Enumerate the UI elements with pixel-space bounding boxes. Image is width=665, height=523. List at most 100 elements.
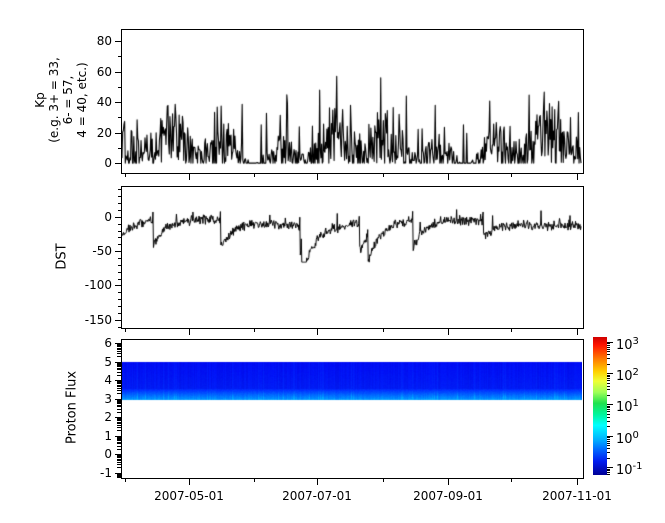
proton-y-minor-tick [117,345,121,346]
x-minor-tick [125,173,126,177]
proton-y-minor-tick [117,475,121,476]
colorbar-minor-tick [607,448,610,449]
proton-y-minor-tick [117,427,121,428]
proton-y-tick-label: 5 [104,355,112,369]
colorbar-minor-tick [607,375,610,376]
proton-y-minor-tick [117,457,121,458]
proton-y-minor-tick [117,423,121,424]
x-major-tick [317,328,318,335]
dst-y-minor-tick [118,279,121,280]
x-minor-tick [383,328,384,332]
x-axis-date-label: 2007-07-01 [282,489,352,503]
proton-y-minor-tick [117,418,121,419]
colorbar-minor-tick [607,474,610,475]
x-major-tick [448,478,449,485]
colorbar-exponent: 1 [632,398,639,409]
proton-y-minor-tick [117,368,121,369]
proton-y-tick-label: -1 [100,466,112,480]
proton-y-minor-tick [117,420,121,421]
dst-y-minor-tick [118,258,121,259]
proton-y-minor-tick [117,456,121,457]
kp-y-tick-label: 60 [96,65,112,79]
colorbar-minor-tick [607,347,610,348]
dst-y-major-tick [115,285,121,286]
kp-y-tick-label: 40 [96,95,112,109]
proton-y-minor-tick [117,400,121,401]
colorbar-minor-tick [607,345,610,346]
proton-y-minor-tick [117,405,121,406]
proton-y-minor-tick [117,442,121,443]
proton-y-minor-tick [117,467,121,468]
colorbar-major-tick [607,404,613,405]
colorbar-minor-tick [607,441,610,442]
proton-y-minor-tick [117,462,121,463]
kp-y-major-tick [115,72,121,73]
dst-y-minor-tick [118,203,121,204]
proton-y-minor-tick [117,476,121,477]
colorbar-minor-tick [607,458,610,459]
x-major-tick [448,173,449,180]
proton-y-minor-tick [117,369,121,370]
colorbar-minor-tick [607,349,610,350]
proton-y-major-tick [115,343,121,344]
x-axis-date-label: 2007-05-01 [154,489,224,503]
x-minor-tick [254,173,255,177]
kp-ylabel-line-1: Kp [33,92,47,108]
proton-y-minor-tick [117,422,121,423]
proton-y-major-tick [115,473,121,474]
colorbar-minor-tick [607,472,610,473]
proton-y-minor-tick [117,402,121,403]
x-minor-tick [125,478,126,482]
dst-y-minor-tick [118,327,121,328]
dst-y-axis-label: DST [54,243,70,270]
proton-y-minor-tick [117,459,121,460]
dst-series-plot [122,187,582,327]
proton-y-minor-tick [117,460,121,461]
proton-y-major-tick [115,399,121,400]
proton-y-minor-tick [117,449,121,450]
proton-flux-spectrogram [122,340,582,477]
proton-y-major-tick [115,380,121,381]
proton-y-minor-tick [117,366,121,367]
kp-y-major-tick [115,102,121,103]
kp-ylabel-line-2: (e.g. 3+ = 33, [47,57,61,143]
kp-y-minor-tick [118,56,121,57]
colorbar-minor-tick [607,364,610,365]
dst-y-minor-tick [118,196,121,197]
x-axis-date-label: 2007-09-01 [413,489,483,503]
colorbar-minor-tick [607,354,610,355]
kp-y-minor-tick [118,87,121,88]
colorbar-tick-label: 103 [616,336,639,353]
proton-y-minor-tick [117,372,121,373]
colorbar-minor-tick [607,351,610,352]
x-major-tick [317,478,318,485]
x-minor-tick [511,173,512,177]
colorbar-tick-label: 101 [616,398,639,415]
proton-y-minor-tick [117,351,121,352]
dst-y-minor-tick [118,265,121,266]
colorbar-minor-tick [607,469,610,470]
proton-y-minor-tick [117,382,121,383]
colorbar-minor-tick [607,445,610,446]
x-minor-tick [125,328,126,332]
colorbar-minor-tick [607,452,610,453]
proton-y-minor-tick [117,412,121,413]
dst-y-minor-tick [118,224,121,225]
proton-y-minor-tick [117,365,121,366]
x-major-tick [189,173,190,180]
proton-y-minor-tick [117,383,121,384]
dst-y-minor-tick [118,237,121,238]
colorbar-minor-tick [607,386,610,387]
colorbar-minor-tick [607,383,610,384]
proton-y-minor-tick [117,464,121,465]
x-minor-tick [511,478,512,482]
x-major-tick [189,478,190,485]
kp-y-minor-tick [118,117,121,118]
proton-y-minor-tick [117,353,121,354]
x-minor-tick [254,328,255,332]
proton-y-minor-tick [117,401,121,402]
dst-y-major-tick [115,320,121,321]
proton-y-minor-tick [117,477,121,478]
colorbar-minor-tick [607,437,610,438]
dst-y-minor-tick [118,189,121,190]
